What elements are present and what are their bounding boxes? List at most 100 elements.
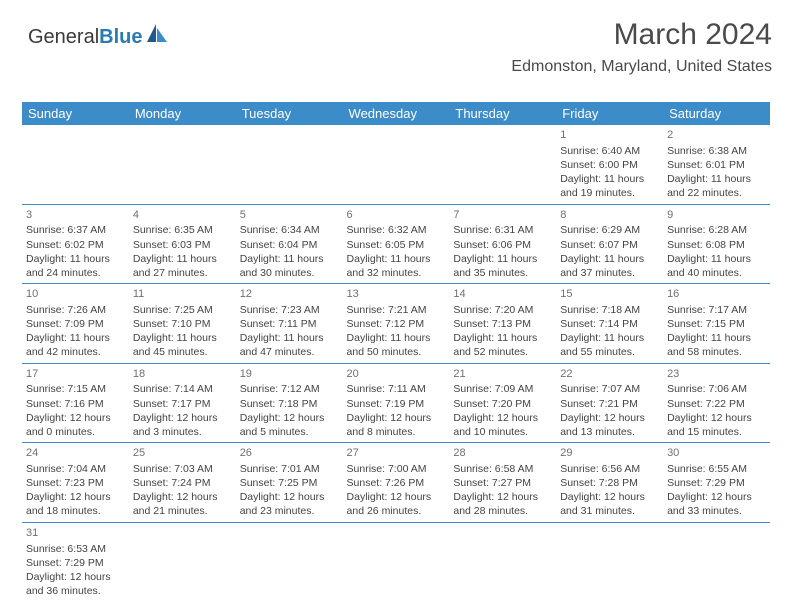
sunset-text: Sunset: 7:24 PM: [133, 476, 232, 490]
sunset-text: Sunset: 7:17 PM: [133, 397, 232, 411]
sunset-text: Sunset: 7:20 PM: [453, 397, 552, 411]
sunrise-text: Sunrise: 7:11 AM: [347, 382, 446, 396]
daylight-text: Daylight: 12 hours and 26 minutes.: [347, 490, 446, 518]
day-number: 4: [133, 208, 232, 223]
daylight-text: Daylight: 11 hours and 37 minutes.: [560, 252, 659, 280]
calendar-cell: 12Sunrise: 7:23 AMSunset: 7:11 PMDayligh…: [236, 284, 343, 364]
daylight-text: Daylight: 12 hours and 10 minutes.: [453, 411, 552, 439]
daylight-text: Daylight: 11 hours and 19 minutes.: [560, 172, 659, 200]
calendar-cell: 27Sunrise: 7:00 AMSunset: 7:26 PMDayligh…: [343, 443, 450, 523]
daylight-text: Daylight: 11 hours and 50 minutes.: [347, 331, 446, 359]
logo: GeneralBlue: [28, 24, 169, 50]
page-title: March 2024: [511, 18, 772, 52]
day-number: 31: [26, 526, 125, 541]
sunrise-text: Sunrise: 6:58 AM: [453, 462, 552, 476]
calendar-cell: 14Sunrise: 7:20 AMSunset: 7:13 PMDayligh…: [449, 284, 556, 364]
calendar-cell: 4Sunrise: 6:35 AMSunset: 6:03 PMDaylight…: [129, 204, 236, 284]
sunset-text: Sunset: 6:03 PM: [133, 238, 232, 252]
header-right: March 2024 Edmonston, Maryland, United S…: [511, 18, 772, 76]
sunset-text: Sunset: 7:16 PM: [26, 397, 125, 411]
calendar-row: 3Sunrise: 6:37 AMSunset: 6:02 PMDaylight…: [22, 204, 770, 284]
calendar-cell: [556, 522, 663, 601]
day-number: 15: [560, 287, 659, 302]
sail-icon: [147, 24, 169, 50]
day-number: 5: [240, 208, 339, 223]
location-text: Edmonston, Maryland, United States: [511, 58, 772, 76]
sunset-text: Sunset: 7:11 PM: [240, 317, 339, 331]
sunrise-text: Sunrise: 7:21 AM: [347, 303, 446, 317]
daylight-text: Daylight: 12 hours and 3 minutes.: [133, 411, 232, 439]
sunset-text: Sunset: 7:29 PM: [667, 476, 766, 490]
calendar-cell: 1Sunrise: 6:40 AMSunset: 6:00 PMDaylight…: [556, 125, 663, 204]
calendar-cell: [129, 522, 236, 601]
daylight-text: Daylight: 11 hours and 40 minutes.: [667, 252, 766, 280]
day-number: 13: [347, 287, 446, 302]
calendar-cell: 10Sunrise: 7:26 AMSunset: 7:09 PMDayligh…: [22, 284, 129, 364]
logo-text-blue: Blue: [99, 26, 142, 49]
sunset-text: Sunset: 7:09 PM: [26, 317, 125, 331]
sunrise-text: Sunrise: 7:09 AM: [453, 382, 552, 396]
calendar-cell: 6Sunrise: 6:32 AMSunset: 6:05 PMDaylight…: [343, 204, 450, 284]
day-number: 16: [667, 287, 766, 302]
sunset-text: Sunset: 7:19 PM: [347, 397, 446, 411]
sunset-text: Sunset: 7:26 PM: [347, 476, 446, 490]
weekday-header: Wednesday: [343, 102, 450, 125]
sunrise-text: Sunrise: 7:12 AM: [240, 382, 339, 396]
sunrise-text: Sunrise: 6:34 AM: [240, 223, 339, 237]
sunset-text: Sunset: 6:05 PM: [347, 238, 446, 252]
sunrise-text: Sunrise: 6:29 AM: [560, 223, 659, 237]
daylight-text: Daylight: 11 hours and 35 minutes.: [453, 252, 552, 280]
calendar-cell: [449, 522, 556, 601]
sunset-text: Sunset: 6:08 PM: [667, 238, 766, 252]
daylight-text: Daylight: 11 hours and 47 minutes.: [240, 331, 339, 359]
calendar-cell: 24Sunrise: 7:04 AMSunset: 7:23 PMDayligh…: [22, 443, 129, 523]
daylight-text: Daylight: 12 hours and 13 minutes.: [560, 411, 659, 439]
sunrise-text: Sunrise: 7:26 AM: [26, 303, 125, 317]
daylight-text: Daylight: 11 hours and 32 minutes.: [347, 252, 446, 280]
day-number: 21: [453, 367, 552, 382]
day-number: 28: [453, 446, 552, 461]
sunset-text: Sunset: 7:22 PM: [667, 397, 766, 411]
calendar-cell: [236, 522, 343, 601]
sunset-text: Sunset: 7:28 PM: [560, 476, 659, 490]
day-number: 30: [667, 446, 766, 461]
sunset-text: Sunset: 7:12 PM: [347, 317, 446, 331]
sunrise-text: Sunrise: 7:06 AM: [667, 382, 766, 396]
day-number: 19: [240, 367, 339, 382]
calendar-cell: 15Sunrise: 7:18 AMSunset: 7:14 PMDayligh…: [556, 284, 663, 364]
sunset-text: Sunset: 7:25 PM: [240, 476, 339, 490]
logo-text-general: General: [28, 26, 99, 49]
daylight-text: Daylight: 12 hours and 0 minutes.: [26, 411, 125, 439]
weekday-header: Monday: [129, 102, 236, 125]
calendar-cell: 9Sunrise: 6:28 AMSunset: 6:08 PMDaylight…: [663, 204, 770, 284]
sunset-text: Sunset: 7:18 PM: [240, 397, 339, 411]
calendar-cell: 23Sunrise: 7:06 AMSunset: 7:22 PMDayligh…: [663, 363, 770, 443]
calendar-cell: 26Sunrise: 7:01 AMSunset: 7:25 PMDayligh…: [236, 443, 343, 523]
calendar-cell: 25Sunrise: 7:03 AMSunset: 7:24 PMDayligh…: [129, 443, 236, 523]
sunset-text: Sunset: 6:00 PM: [560, 158, 659, 172]
daylight-text: Daylight: 11 hours and 58 minutes.: [667, 331, 766, 359]
daylight-text: Daylight: 12 hours and 23 minutes.: [240, 490, 339, 518]
calendar-cell: 30Sunrise: 6:55 AMSunset: 7:29 PMDayligh…: [663, 443, 770, 523]
daylight-text: Daylight: 11 hours and 52 minutes.: [453, 331, 552, 359]
day-number: 7: [453, 208, 552, 223]
calendar-cell: 17Sunrise: 7:15 AMSunset: 7:16 PMDayligh…: [22, 363, 129, 443]
sunset-text: Sunset: 7:15 PM: [667, 317, 766, 331]
calendar-body: 1Sunrise: 6:40 AMSunset: 6:00 PMDaylight…: [22, 125, 770, 601]
sunrise-text: Sunrise: 7:00 AM: [347, 462, 446, 476]
daylight-text: Daylight: 12 hours and 36 minutes.: [26, 570, 125, 598]
calendar-cell: 5Sunrise: 6:34 AMSunset: 6:04 PMDaylight…: [236, 204, 343, 284]
sunset-text: Sunset: 7:29 PM: [26, 556, 125, 570]
sunrise-text: Sunrise: 7:25 AM: [133, 303, 232, 317]
sunrise-text: Sunrise: 6:40 AM: [560, 144, 659, 158]
weekday-header: Sunday: [22, 102, 129, 125]
sunset-text: Sunset: 6:07 PM: [560, 238, 659, 252]
sunrise-text: Sunrise: 6:55 AM: [667, 462, 766, 476]
calendar-row: 1Sunrise: 6:40 AMSunset: 6:00 PMDaylight…: [22, 125, 770, 204]
sunset-text: Sunset: 7:21 PM: [560, 397, 659, 411]
day-number: 24: [26, 446, 125, 461]
day-number: 23: [667, 367, 766, 382]
day-number: 26: [240, 446, 339, 461]
sunrise-text: Sunrise: 7:23 AM: [240, 303, 339, 317]
sunset-text: Sunset: 7:27 PM: [453, 476, 552, 490]
